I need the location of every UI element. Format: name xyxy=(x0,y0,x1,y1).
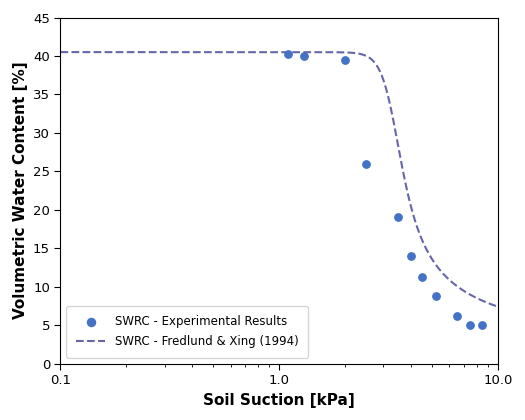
SWRC - Experimental Results xyxy=(362,160,370,167)
Line: SWRC - Fredlund & Xing (1994): SWRC - Fredlund & Xing (1994) xyxy=(60,52,498,307)
Legend: SWRC - Experimental Results, SWRC - Fredlund & Xing (1994): SWRC - Experimental Results, SWRC - Fred… xyxy=(66,306,308,357)
SWRC - Fredlund & Xing (1994) xyxy=(495,304,501,309)
SWRC - Experimental Results xyxy=(478,322,487,328)
SWRC - Experimental Results xyxy=(432,292,440,299)
SWRC - Experimental Results xyxy=(394,214,402,221)
SWRC - Fredlund & Xing (1994) xyxy=(434,264,440,269)
SWRC - Fredlund & Xing (1994) xyxy=(57,50,64,55)
SWRC - Fredlund & Xing (1994) xyxy=(323,50,329,55)
Y-axis label: Volumetric Water Content [%]: Volumetric Water Content [%] xyxy=(13,62,27,319)
SWRC - Experimental Results xyxy=(466,322,475,328)
SWRC - Fredlund & Xing (1994) xyxy=(389,112,395,117)
SWRC - Experimental Results xyxy=(418,274,426,281)
SWRC - Fredlund & Xing (1994) xyxy=(336,50,342,55)
SWRC - Experimental Results xyxy=(300,52,308,59)
SWRC - Experimental Results xyxy=(453,312,461,319)
X-axis label: Soil Suction [kPa]: Soil Suction [kPa] xyxy=(203,393,355,407)
SWRC - Fredlund & Xing (1994) xyxy=(311,50,318,55)
SWRC - Fredlund & Xing (1994) xyxy=(84,50,90,55)
SWRC - Experimental Results xyxy=(284,51,292,58)
SWRC - Experimental Results xyxy=(406,252,415,259)
SWRC - Experimental Results xyxy=(341,56,349,63)
